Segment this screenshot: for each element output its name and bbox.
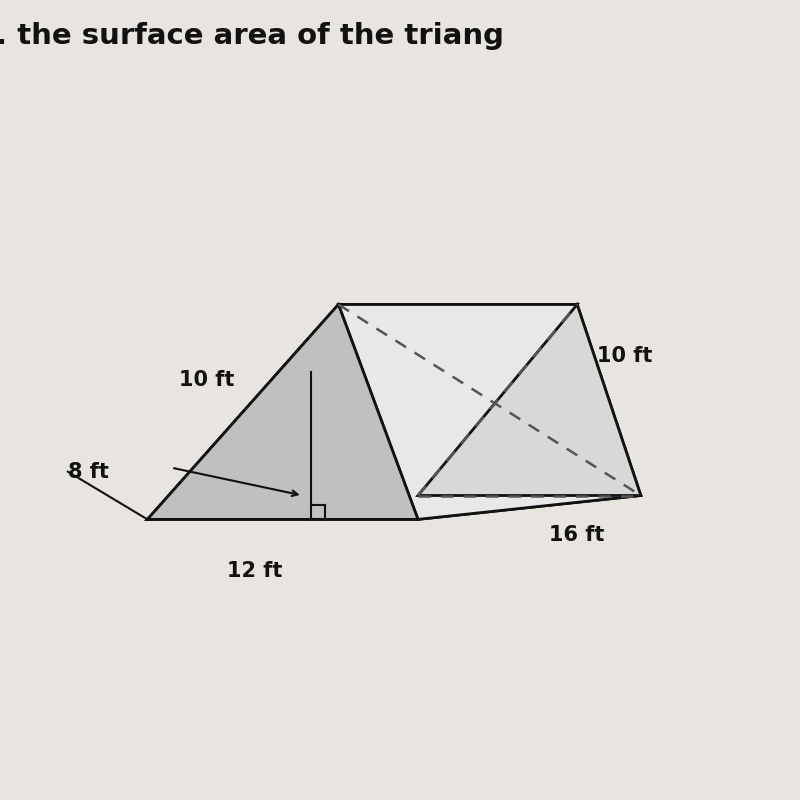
Polygon shape — [147, 305, 418, 519]
Text: 10 ft: 10 ft — [179, 370, 234, 390]
Polygon shape — [147, 305, 577, 519]
Text: 8 ft: 8 ft — [68, 462, 109, 482]
Polygon shape — [418, 305, 641, 495]
Text: 10 ft: 10 ft — [597, 346, 653, 366]
Polygon shape — [147, 495, 641, 519]
Text: 16 ft: 16 ft — [550, 526, 605, 546]
Text: . the surface area of the triang: . the surface area of the triang — [0, 22, 504, 50]
Text: 12 ft: 12 ft — [227, 561, 282, 581]
Polygon shape — [338, 305, 641, 519]
